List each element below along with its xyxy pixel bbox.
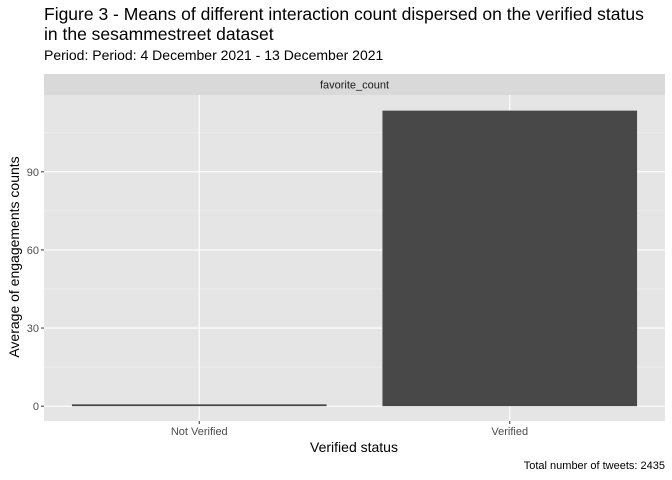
chart-title: Figure 3 - Means of different interactio… (44, 4, 644, 44)
x-tick-label: Not Verified (171, 426, 228, 438)
y-axis: 0 30 60 90 (27, 167, 44, 413)
x-axis-label: Verified status (310, 439, 398, 455)
bars (71, 110, 638, 407)
chart-subtitle: Period: Period: 4 December 2021 - 13 Dec… (44, 47, 384, 63)
x-tick-label: Verified (491, 426, 528, 438)
bar-verified (382, 110, 638, 407)
facet-strip-label: favorite_count (320, 80, 389, 92)
chart-caption: Total number of tweets: 2435 (523, 460, 665, 472)
bar-not-verified (71, 404, 327, 407)
facet-strip (44, 74, 665, 95)
y-tick-label: 60 (27, 245, 39, 257)
y-tick-label: 0 (33, 401, 39, 413)
y-tick-label: 30 (27, 323, 39, 335)
y-axis-label: Average of engagements counts (6, 156, 22, 358)
y-tick-label: 90 (27, 167, 39, 179)
x-axis: Not Verified Verified (171, 421, 528, 438)
